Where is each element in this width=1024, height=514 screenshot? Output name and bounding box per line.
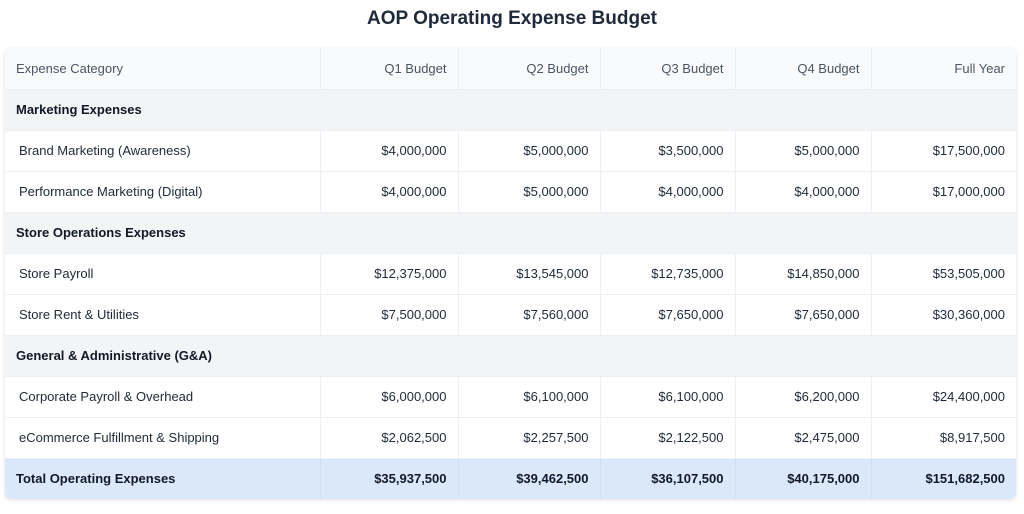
total-value-cell: $151,682,500 xyxy=(871,458,1016,499)
value-cell: $5,000,000 xyxy=(458,171,601,213)
value-cell: $7,500,000 xyxy=(320,294,459,336)
value-cell: $12,375,000 xyxy=(320,253,459,295)
value-cell: $24,400,000 xyxy=(871,376,1016,418)
value-cell: $7,650,000 xyxy=(735,294,872,336)
column-header-q2: Q2 Budget xyxy=(458,48,601,90)
section-row: General & Administrative (G&A) xyxy=(5,335,1016,377)
value-cell: $6,200,000 xyxy=(735,376,872,418)
column-header-full-year: Full Year xyxy=(871,48,1016,90)
table-row: Performance Marketing (Digital) $4,000,00… xyxy=(5,171,1016,213)
category-cell: Brand Marketing (Awareness) xyxy=(5,130,321,172)
value-cell: $13,545,000 xyxy=(458,253,601,295)
value-cell: $6,000,000 xyxy=(320,376,459,418)
column-header-q3: Q3 Budget xyxy=(600,48,736,90)
table-row: eCommerce Fulfillment & Shipping $2,062,5… xyxy=(5,417,1016,459)
total-value-cell: $39,462,500 xyxy=(458,458,601,499)
value-cell: $14,850,000 xyxy=(735,253,872,295)
category-cell: Store Rent & Utilities xyxy=(5,294,321,336)
section-title: Store Operations Expenses xyxy=(5,212,1016,254)
value-cell: $7,650,000 xyxy=(600,294,736,336)
value-cell: $30,360,000 xyxy=(871,294,1016,336)
value-cell: $7,560,000 xyxy=(458,294,601,336)
total-value-cell: $35,937,500 xyxy=(320,458,459,499)
table-row: Store Payroll $12,375,000 $13,545,000 $12,7… xyxy=(5,253,1016,295)
table-row: Corporate Payroll & Overhead $6,000,000 $6… xyxy=(5,376,1016,418)
value-cell: $17,500,000 xyxy=(871,130,1016,172)
value-cell: $17,000,000 xyxy=(871,171,1016,213)
value-cell: $2,257,500 xyxy=(458,417,601,459)
column-header-q1: Q1 Budget xyxy=(320,48,459,90)
value-cell: $4,000,000 xyxy=(735,171,872,213)
value-cell: $8,917,500 xyxy=(871,417,1016,459)
column-header-category: Expense Category xyxy=(5,48,321,90)
budget-table: Expense Category Q1 Budget Q2 Budget Q3 … xyxy=(5,48,1016,499)
table-row: Store Rent & Utilities $7,500,000 $7,560,0… xyxy=(5,294,1016,336)
section-title: Marketing Expenses xyxy=(5,89,1016,131)
total-row: Total Operating Expenses $35,937,500 $39,4… xyxy=(5,458,1016,499)
value-cell: $3,500,000 xyxy=(600,130,736,172)
value-cell: $2,475,000 xyxy=(735,417,872,459)
value-cell: $2,122,500 xyxy=(600,417,736,459)
value-cell: $53,505,000 xyxy=(871,253,1016,295)
section-title: General & Administrative (G&A) xyxy=(5,335,1016,377)
category-cell: eCommerce Fulfillment & Shipping xyxy=(5,417,321,459)
value-cell: $5,000,000 xyxy=(735,130,872,172)
page-title: AOP Operating Expense Budget xyxy=(367,8,657,29)
category-cell: Corporate Payroll & Overhead xyxy=(5,376,321,418)
category-cell: Store Payroll xyxy=(5,253,321,295)
value-cell: $5,000,000 xyxy=(458,130,601,172)
total-value-cell: $36,107,500 xyxy=(600,458,736,499)
value-cell: $4,000,000 xyxy=(600,171,736,213)
total-value-cell: $40,175,000 xyxy=(735,458,872,499)
value-cell: $6,100,000 xyxy=(600,376,736,418)
value-cell: $12,735,000 xyxy=(600,253,736,295)
section-row: Store Operations Expenses xyxy=(5,212,1016,254)
column-header-q4: Q4 Budget xyxy=(735,48,872,90)
category-cell: Performance Marketing (Digital) xyxy=(5,171,321,213)
budget-table-container: Expense Category Q1 Budget Q2 Budget Q3 … xyxy=(5,48,1016,499)
section-row: Marketing Expenses xyxy=(5,89,1016,131)
value-cell: $2,062,500 xyxy=(320,417,459,459)
value-cell: $4,000,000 xyxy=(320,171,459,213)
total-label: Total Operating Expenses xyxy=(5,458,321,499)
value-cell: $4,000,000 xyxy=(320,130,459,172)
value-cell: $6,100,000 xyxy=(458,376,601,418)
table-row: Brand Marketing (Awareness) $4,000,000 $5,… xyxy=(5,130,1016,172)
header-row: Expense Category Q1 Budget Q2 Budget Q3 … xyxy=(5,48,1016,90)
